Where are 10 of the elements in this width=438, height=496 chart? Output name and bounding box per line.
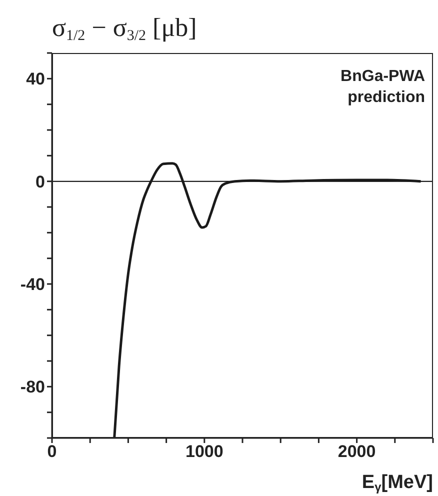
y-tick-label: 40 [26,70,45,89]
x-tick-label: 2000 [338,442,376,462]
x-tick-label: 0 [47,442,57,462]
y-tick-label: 0 [36,172,45,192]
y-tick-label: -40 [20,275,45,294]
annotation: BnGa-PWA prediction [340,68,426,106]
x-tick-label: 1000 [185,442,224,462]
y-tick-label: -80 [20,378,45,397]
x-axis-title: E$_{γ}$[MeV] [362,472,433,494]
y-axis-title: σ$_{1/2}$ − σ$_{3/2}$ [μb] [52,13,197,44]
